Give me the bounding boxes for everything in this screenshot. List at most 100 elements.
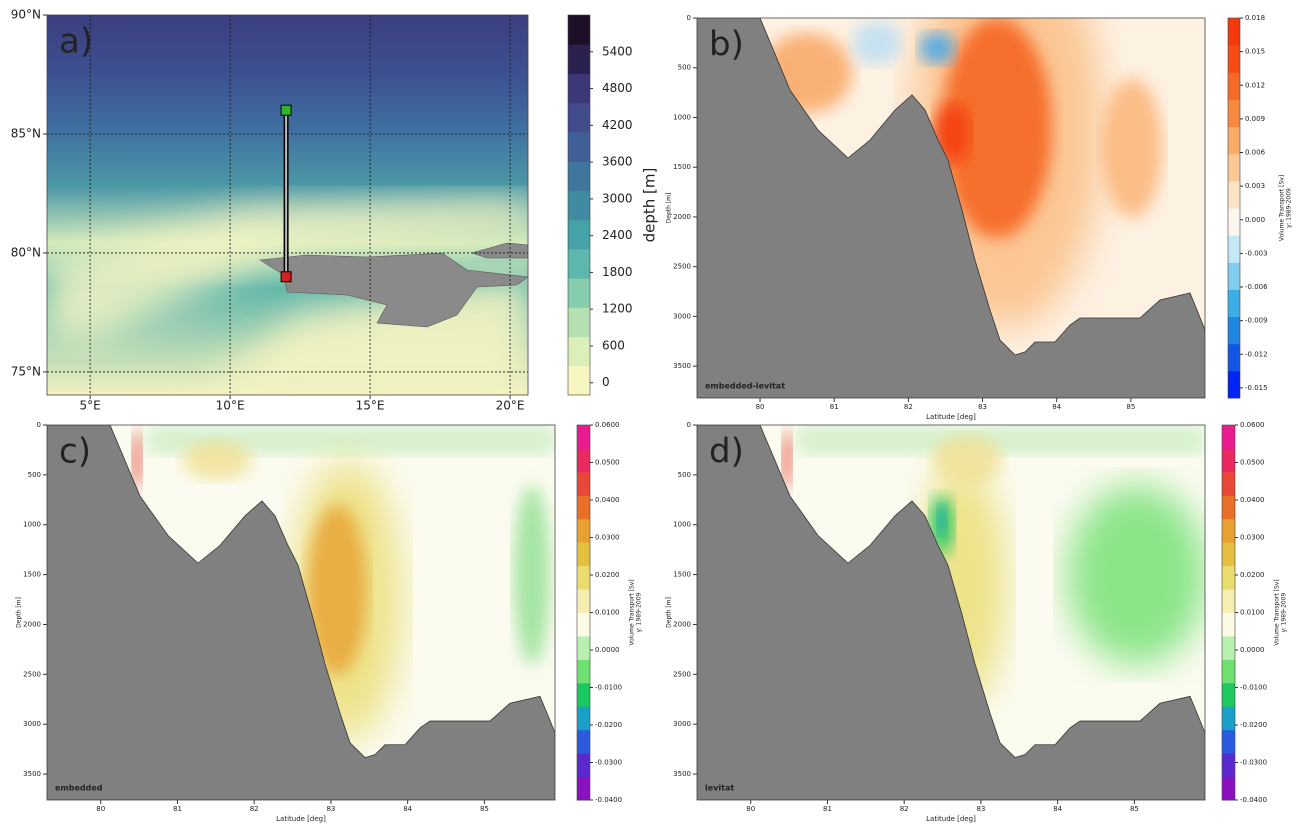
x-tick-label: 80 (96, 805, 105, 813)
colorbar-tick-label: 0.0100 (1240, 609, 1265, 617)
colorbar-swatch (1222, 612, 1235, 637)
run-label: embedded (55, 784, 103, 793)
colorbar-swatch (1228, 370, 1240, 399)
colorbar-swatch (1228, 343, 1240, 372)
transport-shading (1102, 78, 1162, 218)
colorbar-tick-label: 0.003 (1245, 182, 1265, 190)
colorbar-swatch (1228, 99, 1240, 128)
y-tick-label: 0 (687, 421, 691, 429)
colorbar-tick-label: 0.0300 (595, 534, 620, 542)
colorbar-tick-label: -0.0400 (1240, 796, 1267, 804)
transport-shading (1067, 485, 1205, 665)
y-axis-label: Depth [m] (666, 597, 673, 628)
y-tick-label: 3000 (673, 720, 691, 728)
y-tick-label: 2500 (673, 670, 691, 678)
colorbar-sublabel: y: 1989-2009 (1286, 188, 1293, 228)
colorbar-tick-label: 0.018 (1245, 14, 1265, 22)
plot-frame (46, 424, 556, 801)
colorbar-tick-label: 3000 (602, 191, 633, 205)
y-tick-label: 3500 (673, 770, 691, 778)
y-tick-label: 1000 (673, 521, 691, 529)
colorbar-tick-label: 0.012 (1245, 81, 1265, 89)
colorbar-tick-label: 2400 (602, 228, 633, 242)
colorbar-tick-label: -0.0300 (595, 759, 622, 767)
x-tick-label: 82 (900, 805, 909, 813)
colorbar-frame (1227, 17, 1241, 399)
y-tick-label: 1500 (23, 571, 41, 579)
colorbar-tick-label: 0.009 (1245, 115, 1265, 123)
colorbar-swatch (577, 518, 590, 543)
colorbar-swatch (1222, 682, 1235, 707)
colorbar-tick-label: -0.015 (1245, 384, 1268, 392)
colorbar-swatch (577, 425, 590, 449)
colorbar-tick-label: 4800 (602, 81, 633, 95)
colorbar-swatch (1228, 180, 1240, 209)
colorbar-swatch (1222, 706, 1235, 731)
x-tick-label: 84 (1052, 403, 1061, 411)
colorbar-swatch (1228, 18, 1240, 46)
colorbar-swatch (577, 706, 590, 731)
y-tick-label: 500 (678, 64, 691, 72)
colorbar-swatch (577, 753, 590, 778)
y-tick-label: 500 (678, 471, 691, 479)
transport-shading (514, 485, 550, 665)
colorbar-tick-label: 0.0100 (595, 609, 620, 617)
y-tick-label: 2000 (23, 620, 41, 628)
x-tick-label: 85 (1130, 805, 1139, 813)
colorbar-tick-label: 0.0200 (595, 571, 620, 579)
colorbar-tick-label: -0.0100 (595, 684, 622, 692)
x-tick-label: 83 (326, 805, 335, 813)
colorbar-frame (567, 14, 591, 396)
colorbar-tick-label: 0.0600 (595, 421, 620, 429)
x-tick-label: 15°E (356, 399, 385, 413)
colorbar-swatch (1222, 659, 1235, 684)
colorbar-tick-label: 3600 (602, 155, 633, 169)
colorbar-swatch (568, 161, 590, 191)
transport-shading (182, 440, 252, 480)
x-tick-label: 85 (480, 805, 489, 813)
colorbar-swatch (1222, 425, 1235, 449)
colorbar-swatch (1222, 495, 1235, 520)
y-tick-label: 80°N (11, 245, 41, 259)
x-tick-label: 20°E (496, 399, 525, 413)
x-tick-label: 83 (978, 403, 987, 411)
colorbar-tick-label: 0 (602, 375, 610, 389)
colorbar-swatch (577, 682, 590, 707)
colorbar-swatch (568, 307, 590, 338)
y-tick-label: 3500 (23, 770, 41, 778)
x-tick-label: 81 (830, 403, 839, 411)
transport-shading (782, 430, 792, 490)
transport-field-surface (797, 425, 1205, 455)
colorbar-swatch (1228, 262, 1240, 290)
x-tick-label: 81 (173, 805, 182, 813)
transport-shading (934, 103, 970, 163)
colorbar-swatch (577, 776, 590, 801)
colorbar-tick-label: -0.009 (1245, 317, 1268, 325)
colorbar-tick-label: -0.012 (1245, 350, 1268, 358)
colorbar-sublabel: y: 1989-2009 (1281, 592, 1288, 632)
x-tick-label: 81 (823, 805, 832, 813)
section-end (280, 104, 292, 116)
plot-area (697, 425, 1205, 800)
x-tick-label: 10°E (216, 399, 245, 413)
y-tick-label: 3000 (23, 720, 41, 728)
colorbar-swatch (568, 15, 590, 45)
colorbar-swatch (1222, 589, 1235, 613)
x-axis-label: Latitude [deg] (276, 815, 326, 823)
colorbar-tick-label: 4200 (602, 118, 633, 132)
colorbar-swatch (568, 190, 590, 221)
colorbar-tick-label: 1200 (602, 302, 633, 316)
colorbar-label: Volume Transport [Sv] (1279, 175, 1286, 241)
y-tick-label: 1000 (673, 113, 691, 121)
colorbar-tick-label: 0.0600 (1240, 421, 1265, 429)
y-tick-label: 75°N (11, 364, 41, 378)
x-tick-label: 85 (1126, 403, 1135, 411)
colorbar-swatch (1222, 471, 1235, 496)
colorbar-tick-label: 0.0000 (1240, 646, 1265, 654)
colorbar-tick-label: 0.015 (1245, 48, 1265, 56)
shallow-band (47, 200, 528, 345)
panel-label: b) (709, 25, 744, 65)
colorbar-swatch (1222, 729, 1235, 754)
colorbar-swatch (1228, 72, 1240, 100)
colorbar-swatch (577, 495, 590, 520)
